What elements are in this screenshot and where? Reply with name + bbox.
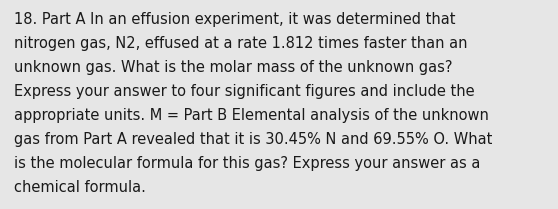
Text: gas from Part A revealed that it is 30.45% N and 69.55% O. What: gas from Part A revealed that it is 30.4…	[14, 132, 492, 147]
Text: nitrogen gas, N2, effused at a rate 1.812 times faster than an: nitrogen gas, N2, effused at a rate 1.81…	[14, 36, 468, 51]
Text: chemical formula.: chemical formula.	[14, 180, 146, 195]
Text: Express your answer to four significant figures and include the: Express your answer to four significant …	[14, 84, 475, 99]
Text: is the molecular formula for this gas? Express your answer as a: is the molecular formula for this gas? E…	[14, 156, 480, 171]
Text: appropriate units. M = Part B Elemental analysis of the unknown: appropriate units. M = Part B Elemental …	[14, 108, 489, 123]
Text: 18. Part A In an effusion experiment, it was determined that: 18. Part A In an effusion experiment, it…	[14, 12, 455, 27]
Text: unknown gas. What is the molar mass of the unknown gas?: unknown gas. What is the molar mass of t…	[14, 60, 453, 75]
